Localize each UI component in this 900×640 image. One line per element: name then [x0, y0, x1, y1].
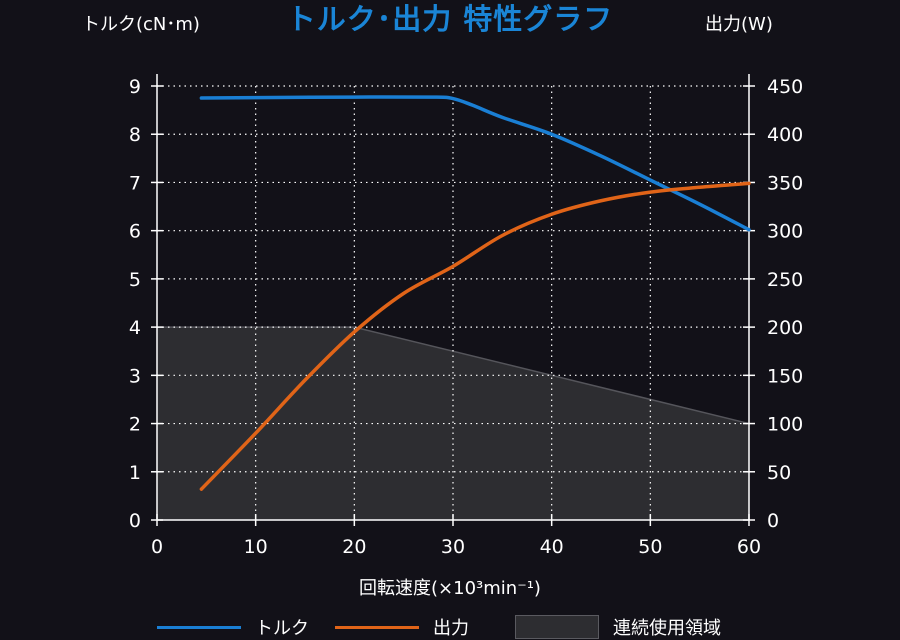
torque-line — [199, 95, 751, 232]
x-tick-label: 0 — [151, 536, 163, 558]
y-right-tick-label: 0 — [767, 510, 779, 532]
y-right-tick-label: 50 — [767, 462, 791, 484]
x-axis-title: 回転速度(×10³min⁻¹) — [359, 578, 541, 599]
y-left-tick-label: 9 — [129, 76, 141, 98]
legend-item-torque: トルク — [157, 614, 309, 640]
x-tick-label: 40 — [540, 536, 564, 558]
y-right-tick-label: 450 — [767, 76, 803, 98]
y-right-tick-label: 200 — [767, 317, 803, 339]
continuous-use-area — [157, 327, 749, 520]
y-right-tick-label: 350 — [767, 172, 803, 194]
y-right-axis-title: 出力(W) — [705, 14, 773, 35]
y-left-tick-label: 1 — [129, 462, 141, 484]
y-left-axis-title: トルク(cN･m) — [82, 14, 200, 35]
legend-swatch-power — [335, 625, 419, 629]
x-tick-label: 20 — [342, 536, 366, 558]
y-right-tick-label: 250 — [767, 269, 803, 291]
y-left-tick-label: 4 — [129, 317, 141, 339]
y-right-tick-label: 150 — [767, 365, 803, 387]
legend: トルク 出力 連続使用領域 — [0, 614, 900, 640]
power-line — [199, 181, 751, 491]
y-right-tick-label: 300 — [767, 221, 803, 243]
continuous-use-area-edge — [157, 326, 750, 425]
y-right-tick-label: 400 — [767, 124, 803, 146]
x-tick-label: 60 — [737, 536, 761, 558]
y-left-tick-label: 3 — [129, 365, 141, 387]
legend-label-power: 出力 — [433, 618, 469, 639]
legend-swatch-continuous-area — [515, 615, 599, 639]
y-left-tick-label: 0 — [129, 510, 141, 532]
legend-label-continuous-area: 連続使用領域 — [613, 618, 721, 639]
x-tick-label: 10 — [244, 536, 268, 558]
legend-item-power: 出力 — [335, 614, 469, 640]
y-right-tick-label: 100 — [767, 414, 803, 436]
x-tick-label: 50 — [638, 536, 662, 558]
y-left-tick-label: 5 — [129, 269, 141, 291]
chart-title: トルク･出力 特性グラフ — [286, 2, 614, 36]
legend-item-continuous-area: 連続使用領域 — [515, 614, 721, 640]
y-left-tick-label: 2 — [129, 414, 141, 436]
legend-swatch-torque — [157, 625, 241, 629]
y-left-tick-label: 6 — [129, 221, 141, 243]
y-left-tick-label: 7 — [129, 172, 141, 194]
y-left-tick-label: 8 — [129, 124, 141, 146]
legend-label-torque: トルク — [255, 618, 309, 639]
x-tick-label: 30 — [441, 536, 465, 558]
